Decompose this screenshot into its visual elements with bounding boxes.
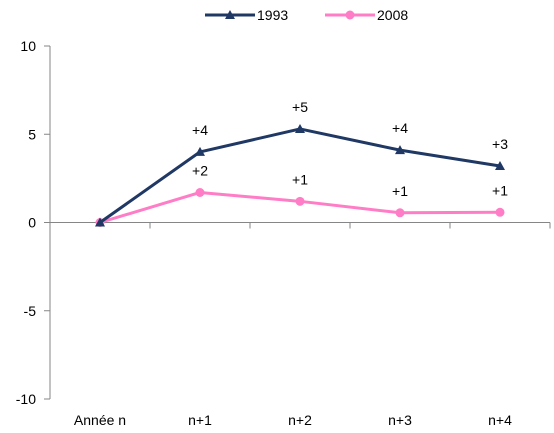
data-label: +4: [192, 122, 208, 138]
series-2008: [95, 187, 505, 227]
data-point-circle: [345, 10, 355, 20]
data-label: +2: [192, 162, 208, 178]
data-labels: +4 +5 +4 +3 +2 +1 +1 +1: [192, 99, 508, 199]
legend-item-1993: 1993: [205, 7, 288, 23]
data-label: +1: [392, 183, 408, 199]
y-tick-label: 0: [28, 215, 36, 231]
data-point-triangle: [295, 123, 305, 133]
legend-label: 2008: [377, 7, 408, 23]
data-label: +3: [492, 136, 508, 152]
data-label: +5: [292, 99, 308, 115]
y-tick-label: 5: [28, 126, 36, 142]
legend-item-2008: 2008: [325, 7, 408, 23]
data-point-triangle: [495, 161, 505, 171]
x-tick-label: Année n: [74, 412, 126, 428]
data-point-circle: [295, 196, 305, 206]
data-label: +1: [292, 171, 308, 187]
data-point-circle: [195, 187, 205, 197]
x-tick-labels: Année n n+1 n+2 n+3 n+4: [74, 412, 512, 428]
legend-label: 1993: [257, 7, 288, 23]
axes: [44, 45, 551, 400]
data-point-triangle: [395, 145, 405, 155]
legend: 1993 2008: [205, 7, 408, 23]
y-tick-label: 10: [20, 38, 36, 54]
data-point-triangle: [225, 10, 235, 19]
data-point-circle: [395, 208, 405, 218]
data-label: +4: [392, 120, 408, 136]
x-tick-label: n+4: [488, 412, 512, 428]
x-tick-label: n+1: [188, 412, 212, 428]
data-point-circle: [495, 207, 505, 217]
x-tick-label: n+3: [388, 412, 412, 428]
data-label: +1: [492, 182, 508, 198]
series-layer: [95, 123, 505, 227]
y-tick-labels: 10 5 0 -5 -10: [16, 38, 36, 407]
x-tick-label: n+2: [288, 412, 312, 428]
data-point-triangle: [195, 146, 205, 156]
y-tick-label: -10: [16, 391, 36, 407]
data-point-triangle: [95, 217, 105, 227]
y-tick-label: -5: [24, 303, 37, 319]
series-1993: [95, 123, 505, 227]
